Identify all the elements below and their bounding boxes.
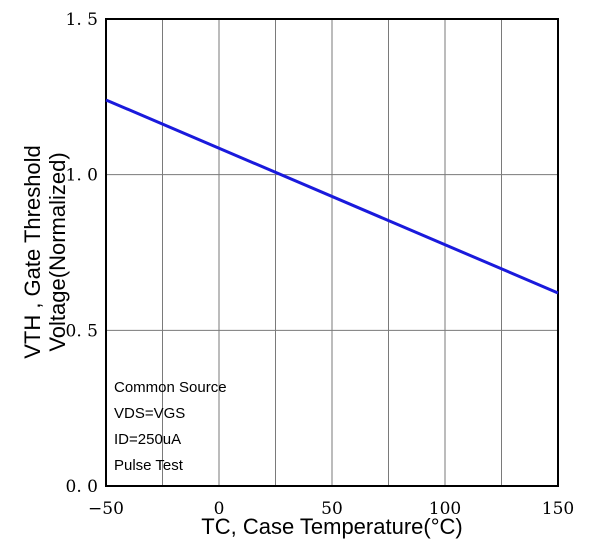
- annotation-vds: VDS=VGS: [114, 405, 185, 422]
- y-tick-labels: 0. 0 0. 5 1. 0 1. 5: [66, 10, 98, 497]
- y-axis-title-line1: VTH , Gate Threshold: [20, 145, 45, 359]
- y-axis-title-line2: Voltage(Normalized): [45, 152, 70, 351]
- grid-layer: [106, 19, 558, 486]
- annotation-pulse-test: Pulse Test: [114, 457, 184, 474]
- x-tick-label-3: 100: [429, 499, 461, 519]
- x-axis-title: TC, Case Temperature(°C): [201, 514, 462, 539]
- y-tick-label-0: 0. 0: [66, 477, 98, 497]
- y-axis-title: VTH , Gate Threshold Voltage(Normalized): [20, 145, 70, 359]
- series-layer: [105, 98, 559, 295]
- y-tick-label-2: 1. 0: [66, 166, 98, 186]
- x-tick-label-2: 50: [321, 499, 343, 519]
- series-line-0: [105, 98, 559, 295]
- x-tick-label-1: 0: [214, 499, 225, 519]
- x-tick-label-0: −50: [88, 499, 124, 519]
- y-tick-label-3: 1. 5: [66, 10, 98, 30]
- x-tick-labels: −50 0 50 100 150: [88, 499, 574, 519]
- annotation-box: Common Source VDS=VGS ID=250uA Pulse Tes…: [114, 379, 227, 474]
- y-tick-label-1: 0. 5: [66, 321, 98, 341]
- x-tick-label-4: 150: [542, 499, 574, 519]
- annotation-common-source: Common Source: [114, 379, 227, 396]
- annotation-id: ID=250uA: [114, 431, 181, 448]
- plot-frame: [105, 18, 559, 487]
